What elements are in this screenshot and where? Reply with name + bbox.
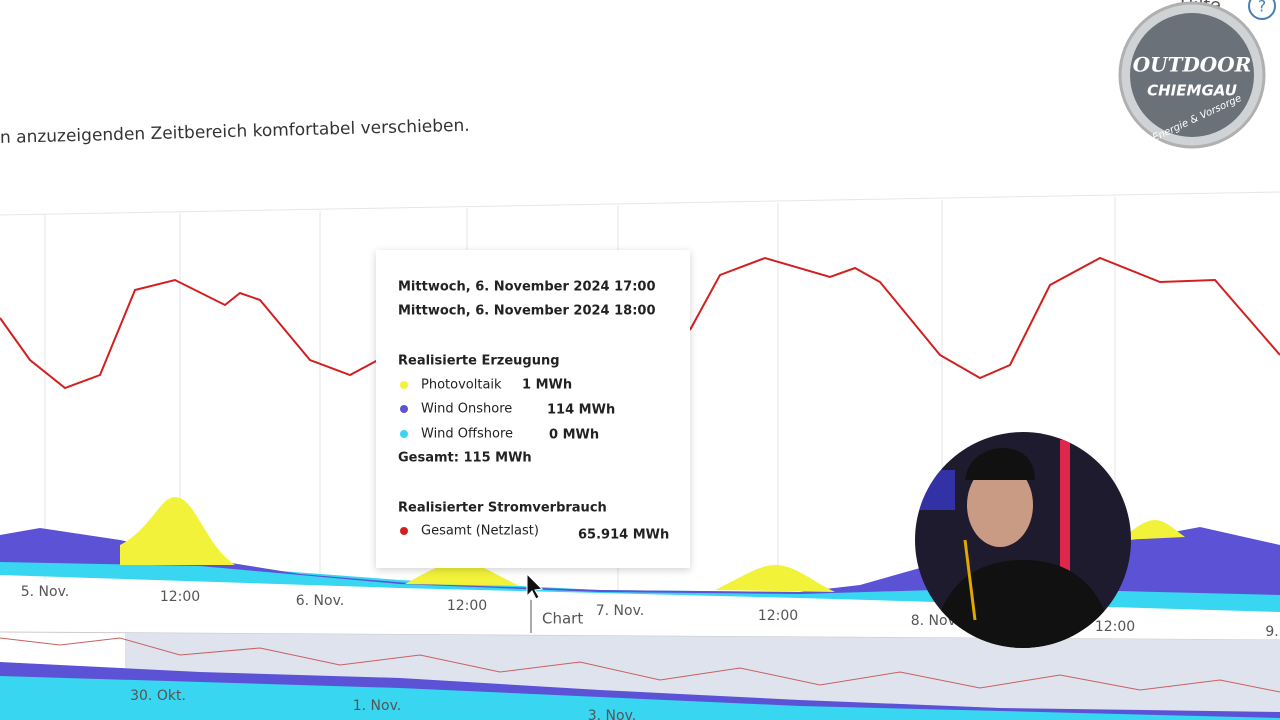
- pv-area: [1120, 520, 1185, 540]
- x-tick-label: 8. Nov.: [911, 613, 960, 629]
- logo-text: CHIEMGAU: [1147, 82, 1237, 100]
- tooltip-value: 65.914 MWh: [578, 528, 669, 543]
- x-tick-label: 5. Nov.: [21, 584, 70, 600]
- tooltip-item: Wind Onshore: [421, 402, 512, 417]
- pv-area: [715, 565, 835, 592]
- legend-dot: [400, 527, 408, 535]
- load-line: [0, 278, 379, 390]
- cursor-label: Chart: [542, 610, 583, 628]
- grid-line: [0, 191, 1280, 216]
- tooltip-heading: Realisierter Stromverbrauch: [398, 501, 607, 516]
- legend-dot: [400, 381, 408, 389]
- tooltip-item: Photovoltaik: [421, 378, 502, 393]
- description: n anzuzeigenden Zeitbereich komfortabel …: [0, 116, 470, 148]
- x-tick-label: 12:00: [758, 608, 798, 624]
- tooltip-item: Wind Offshore: [421, 427, 513, 442]
- x-tick-label: 7. Nov.: [596, 603, 645, 619]
- pv-area: [120, 497, 235, 565]
- tooltip-value: 0 MWh: [549, 428, 599, 443]
- tooltip-value: 1 MWh: [522, 378, 572, 393]
- navigator: 30. Okt. 1. Nov. 3. Nov.: [0, 631, 1280, 720]
- logo-text: OUTDOOR: [1133, 53, 1252, 77]
- pv-area: [405, 562, 520, 586]
- navigator-area: [0, 676, 1280, 720]
- navigator-label: 3. Nov.: [588, 708, 637, 720]
- logo: OUTDOOR CHIEMGAU Energie & Vorsorge: [1118, 1, 1266, 149]
- tooltip-to: Mittwoch, 6. November 2024 18:00: [398, 304, 656, 319]
- logo-disc: [1130, 13, 1254, 137]
- load-line: [689, 256, 1280, 380]
- webcam: [915, 432, 1131, 648]
- navigator-label: 30. Okt.: [130, 688, 186, 704]
- tooltip: Mittwoch, 6. November 2024 17:00 Mittwoc…: [376, 250, 690, 568]
- tooltip-total: Gesamt: 115 MWh: [398, 451, 532, 466]
- tooltip-box: [376, 250, 690, 568]
- help-icon-ring[interactable]: [1248, 0, 1276, 20]
- tooltip-value: 114 MWh: [547, 403, 615, 418]
- navigator-label: 1. Nov.: [353, 698, 402, 714]
- x-tick-label: 12:00: [447, 598, 487, 614]
- tooltip-from: Mittwoch, 6. November 2024 17:00: [398, 280, 656, 295]
- navigator-line: [0, 637, 1280, 693]
- legend-dot: [400, 430, 408, 438]
- tooltip-heading: Realisierte Erzeugung: [398, 354, 560, 369]
- x-tick-label: 9.: [1265, 624, 1278, 640]
- legend-dot: [400, 405, 408, 413]
- tooltip-item: Gesamt (Netzlast): [421, 524, 539, 539]
- x-tick-label: 12:00: [160, 589, 200, 605]
- mouse-cursor: [526, 572, 544, 600]
- x-tick-label: 12:00: [1095, 619, 1135, 635]
- help-icon[interactable]: ?: [1258, 0, 1267, 16]
- x-tick-label: 6. Nov.: [296, 593, 345, 609]
